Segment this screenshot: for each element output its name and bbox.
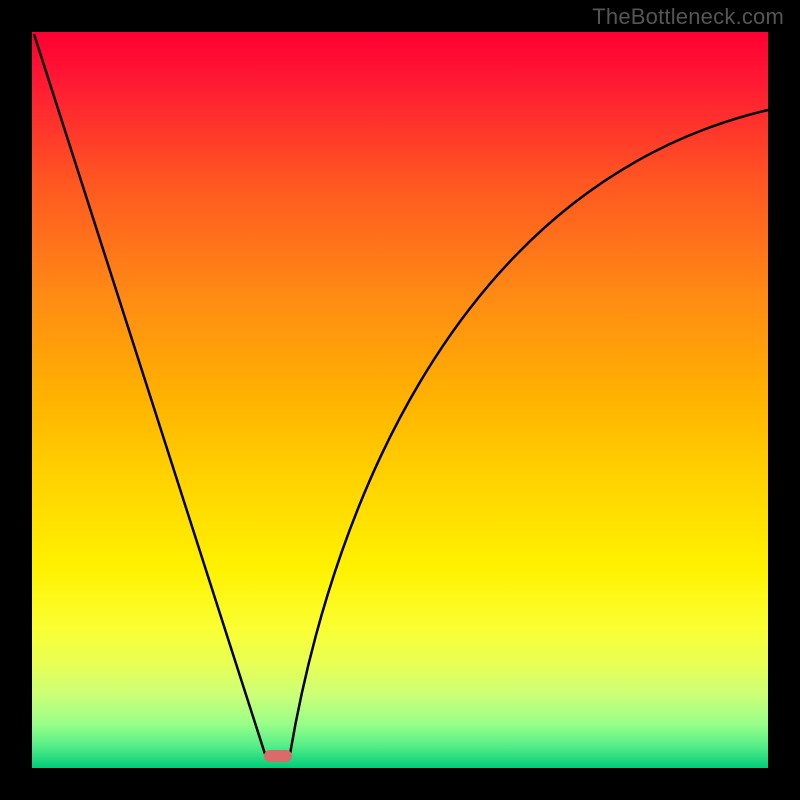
chart-container: TheBottleneck.com (0, 0, 800, 800)
dip-marker (264, 750, 292, 762)
chart-svg (0, 0, 800, 800)
watermark-text: TheBottleneck.com (592, 4, 784, 30)
plot-background (32, 32, 768, 768)
